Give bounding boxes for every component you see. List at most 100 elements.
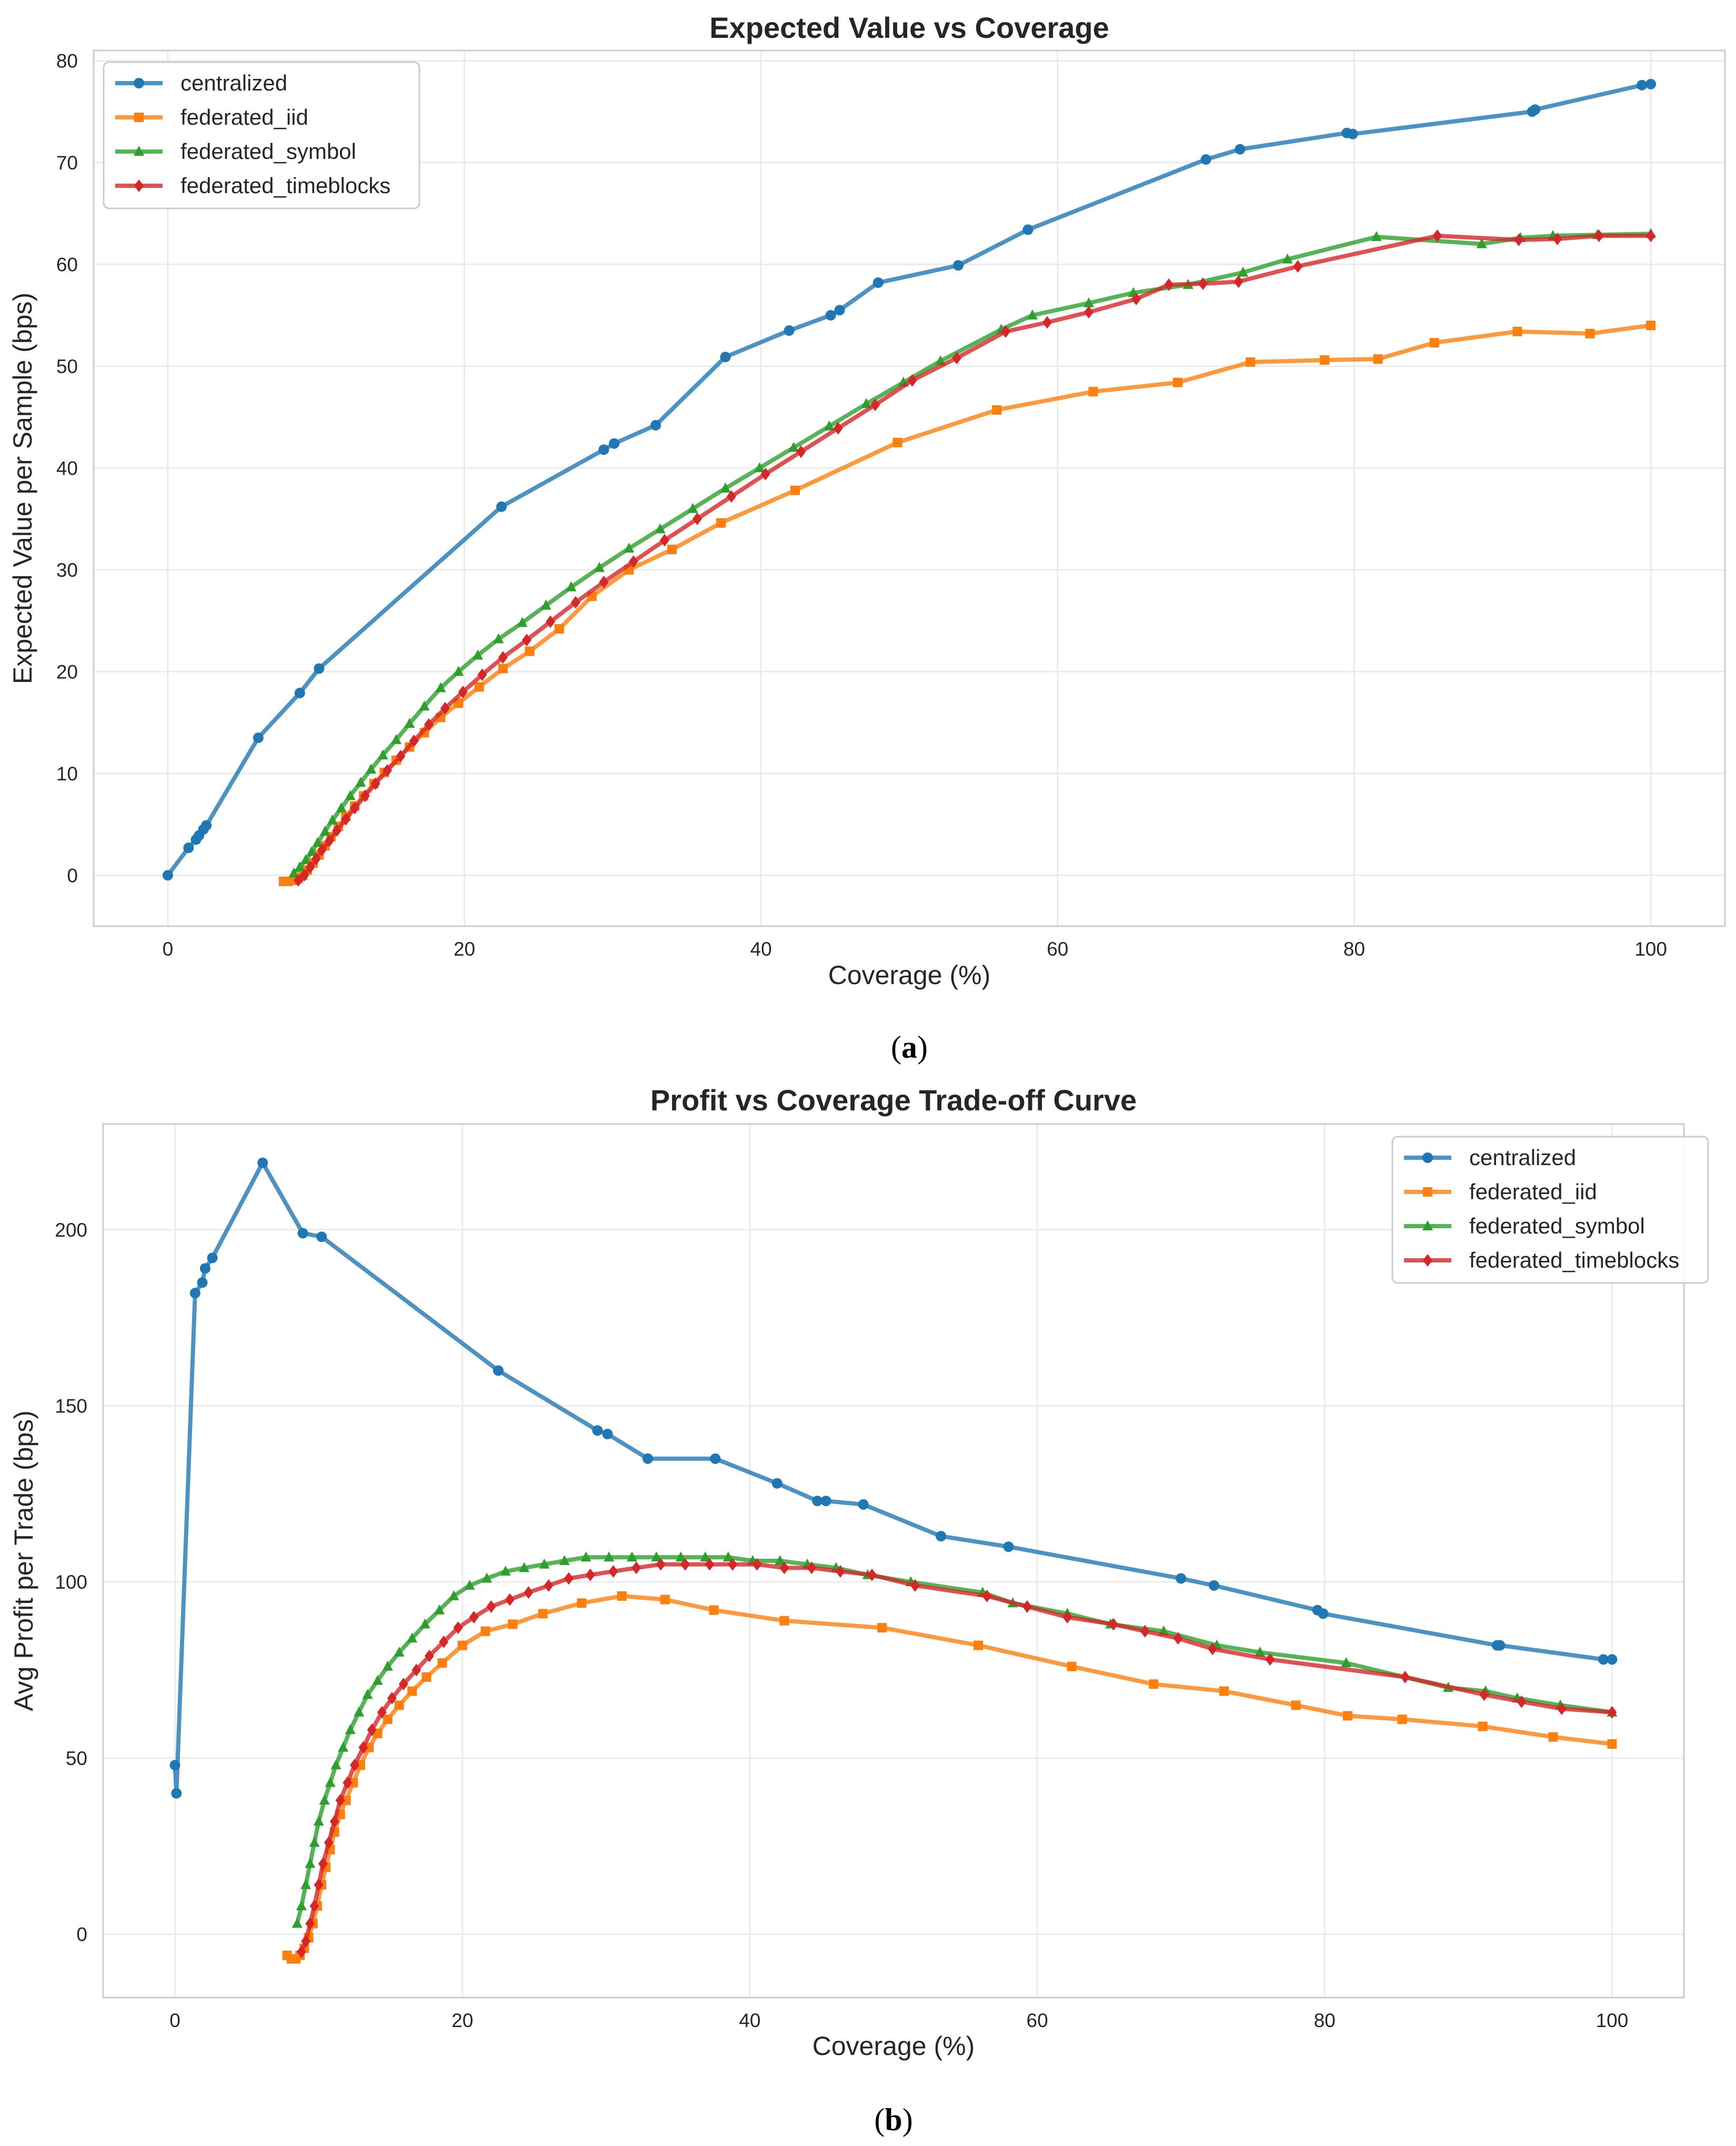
data-point [705,1558,715,1571]
y-tick-label: 0 [76,1924,87,1946]
data-point [1341,1657,1352,1668]
data-point [474,682,484,692]
data-point [824,420,835,430]
data-point [554,624,564,634]
data-point [327,814,338,825]
data-point [650,420,661,431]
data-point [604,1551,615,1562]
data-point [419,1618,430,1629]
data-point [524,1586,534,1599]
data-point [594,561,605,572]
series-centralized [169,1157,1618,1799]
data-point [367,1723,377,1737]
legend-marker [1423,1254,1432,1267]
legend-marker [134,179,144,192]
data-point [1022,224,1033,235]
legend-entry: federated_iid [1404,1179,1597,1204]
data-point [540,599,551,610]
data-point [631,1561,641,1575]
data-point [1088,387,1098,397]
legend-marker [1422,1152,1433,1163]
x-tick-label: 20 [451,2010,473,2031]
data-point [1003,1541,1014,1552]
legend-label: federated_iid [180,105,308,129]
data-point [313,1816,324,1826]
figure-caption: (b) [874,2102,912,2137]
data-point [790,485,800,495]
data-point [453,1621,463,1634]
data-point [294,861,305,871]
data-point [440,701,450,715]
figure-caption: (a) [891,1030,928,1065]
data-point [592,1425,603,1436]
data-point [867,1568,877,1581]
data-point [608,1565,618,1578]
data-point [355,777,366,787]
data-point [602,1429,613,1440]
data-point [481,1572,493,1583]
data-point [1400,1670,1410,1683]
data-point [754,462,765,473]
series-line [299,1562,1614,1954]
data-point [779,1616,789,1626]
caption-open-paren: ( [891,1030,901,1065]
data-point [1607,1654,1618,1665]
data-point [1208,1642,1218,1656]
series-line [295,1555,1614,1926]
data-point [309,1837,320,1847]
data-point [1282,253,1293,264]
caption-close-paren: ) [902,2102,913,2137]
data-point [1514,233,1524,246]
data-point [169,1760,180,1771]
data-point [1255,1647,1266,1657]
data-point [525,646,535,656]
x-tick-label: 100 [1634,938,1667,960]
legend-label: federated_symbol [1469,1214,1645,1238]
data-point [435,682,446,693]
data-point [720,483,731,493]
data-point [1607,1706,1617,1719]
data-point [207,1252,218,1263]
data-point [1478,1721,1488,1731]
data-point [624,543,635,553]
data-point [1198,277,1208,290]
data-point [585,1568,595,1581]
data-point [505,1593,515,1606]
data-point [1645,78,1657,89]
y-tick-label: 80 [56,50,78,72]
data-point [412,1663,422,1677]
legend-marker [134,113,144,122]
data-point [330,1759,342,1770]
data-point [294,687,305,698]
data-point [1512,327,1522,337]
data-point [329,1815,339,1828]
data-point [377,1706,387,1719]
data-point [508,1619,518,1629]
data-point [387,1692,397,1705]
data-point [345,1724,356,1734]
series-line [292,232,1653,876]
data-point [171,1788,182,1799]
legend-marker [1423,1187,1432,1197]
data-point [1164,278,1174,292]
y-tick-label: 50 [66,1748,87,1769]
data-point [546,615,555,628]
data-point [1176,1573,1187,1584]
legend: centralized federated_iid federated_symbol… [1391,1136,1709,1284]
data-point [655,523,666,534]
data-point [296,1945,306,1958]
data-point [345,790,356,800]
legend-label: centralized [1469,1145,1576,1170]
data-point [201,820,212,831]
legend-label: federated_timeblocks [180,173,390,198]
data-point [580,1551,591,1562]
data-point [1598,1654,1609,1665]
x-tick-label: 100 [1596,2010,1629,2031]
data-point [521,634,531,647]
legend-entry: centralized [115,71,287,95]
data-point [1646,320,1656,330]
data-point [1200,154,1211,165]
data-point [257,1157,268,1168]
legend-marker [1422,1220,1433,1230]
caption-open-paren: ( [874,2102,885,2137]
